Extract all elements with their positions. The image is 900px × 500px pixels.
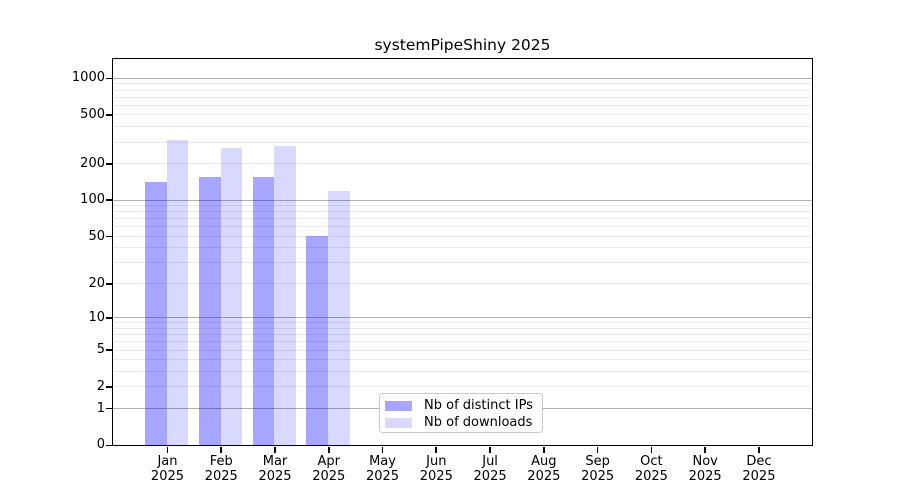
y-tick — [105, 77, 112, 80]
y-tick — [105, 114, 112, 116]
y-tick-label: 500 — [80, 107, 105, 123]
y-gridline-minor — [113, 114, 812, 116]
bar-feb-nb-of-distinct-ips — [198, 177, 221, 445]
y-gridline-minor — [113, 247, 812, 249]
x-tick-label: Nov 2025 — [688, 454, 722, 485]
y-tick-label: 20 — [88, 275, 105, 291]
y-gridline-minor — [113, 218, 812, 220]
x-tick-label: Feb 2025 — [204, 454, 238, 485]
y-tick-label: 2 — [96, 379, 105, 395]
x-tick — [327, 447, 330, 454]
legend-item-distinct-ips: Nb of distinct IPs — [380, 397, 542, 414]
x-tick-label: Jan 2025 — [150, 454, 185, 485]
y-tick-label: 100 — [80, 192, 105, 208]
y-gridline-minor — [113, 226, 812, 228]
x-tick — [650, 447, 653, 454]
y-tick — [105, 444, 112, 447]
x-tick — [274, 447, 276, 454]
y-tick-label: 1000 — [71, 70, 105, 86]
y-gridline-minor — [113, 341, 812, 343]
x-tick-label: Sep 2025 — [581, 454, 615, 485]
y-tick-label: 10 — [88, 310, 105, 326]
y-gridline-minor — [113, 262, 812, 264]
x-tick-label: May 2025 — [365, 454, 400, 485]
y-gridline-minor — [113, 89, 812, 91]
y-gridline-minor — [113, 141, 812, 143]
x-tick-label: Dec 2025 — [742, 454, 776, 485]
x-tick — [543, 447, 545, 454]
plot-area — [112, 57, 813, 446]
bar-mar-nb-of-downloads — [274, 145, 296, 445]
y-tick-label: 5 — [96, 342, 105, 358]
x-tick — [489, 447, 491, 454]
y-gridline-minor — [113, 96, 812, 98]
y-gridline-minor — [113, 126, 812, 128]
chart-title: systemPipeShiny 2025 — [374, 36, 551, 54]
legend-swatch-distinct-ips-icon — [385, 400, 412, 411]
bar-jan-nb-of-distinct-ips — [145, 181, 167, 445]
bar-apr-nb-of-downloads — [328, 190, 350, 445]
y-tick — [105, 386, 112, 388]
x-tick-label: Jun 2025 — [419, 454, 453, 485]
x-tick-label: Mar 2025 — [258, 454, 292, 485]
y-tick — [105, 162, 112, 165]
y-gridline-minor — [113, 334, 812, 336]
y-gridline-minor — [113, 322, 812, 324]
y-gridline-minor — [113, 235, 812, 237]
legend-label-distinct-ips: Nb of distinct IPs — [424, 398, 533, 413]
y-tick — [105, 282, 112, 285]
legend: Nb of distinct IPs Nb of downloads — [379, 393, 543, 433]
x-tick-label: Apr 2025 — [312, 454, 346, 485]
y-gridline-minor — [113, 371, 812, 373]
x-tick-label: Jul 2025 — [473, 454, 507, 485]
x-tick — [381, 447, 384, 454]
y-gridline-minor — [113, 211, 812, 213]
y-gridline-minor — [113, 162, 812, 164]
x-tick — [220, 447, 223, 454]
x-tick — [435, 447, 438, 454]
y-tick — [105, 235, 112, 238]
y-gridline-major — [113, 77, 812, 79]
y-gridline-minor — [113, 349, 812, 351]
bar-apr-nb-of-distinct-ips — [306, 235, 329, 445]
x-tick-label: Oct 2025 — [634, 454, 668, 485]
legend-swatch-downloads-icon — [385, 417, 412, 428]
x-tick — [704, 447, 706, 454]
bar-mar-nb-of-distinct-ips — [252, 176, 275, 445]
y-gridline-minor — [113, 386, 812, 388]
y-gridline-minor — [113, 327, 812, 329]
x-tick — [166, 447, 169, 454]
y-gridline-minor — [113, 282, 812, 284]
y-tick-label: 1 — [96, 400, 105, 416]
bar-jan-nb-of-downloads — [166, 139, 189, 445]
y-gridline-major — [113, 199, 812, 201]
y-gridline-minor — [113, 83, 812, 85]
y-tick — [105, 407, 112, 410]
legend-item-downloads: Nb of downloads — [380, 414, 542, 431]
y-gridline-minor — [113, 104, 812, 106]
y-tick — [105, 349, 112, 352]
y-tick-label: 50 — [88, 228, 105, 244]
bar-feb-nb-of-downloads — [220, 148, 243, 445]
y-gridline-minor — [113, 359, 812, 361]
y-tick — [105, 317, 112, 319]
x-tick — [596, 447, 599, 454]
x-tick — [758, 447, 760, 454]
legend-label-downloads: Nb of downloads — [424, 415, 533, 430]
x-tick-label: Aug 2025 — [527, 454, 561, 485]
y-gridline-major — [113, 317, 812, 319]
y-tick-label: 0 — [96, 437, 105, 453]
y-gridline-minor — [113, 205, 812, 207]
y-tick — [105, 199, 112, 202]
y-tick-label: 200 — [80, 155, 105, 171]
